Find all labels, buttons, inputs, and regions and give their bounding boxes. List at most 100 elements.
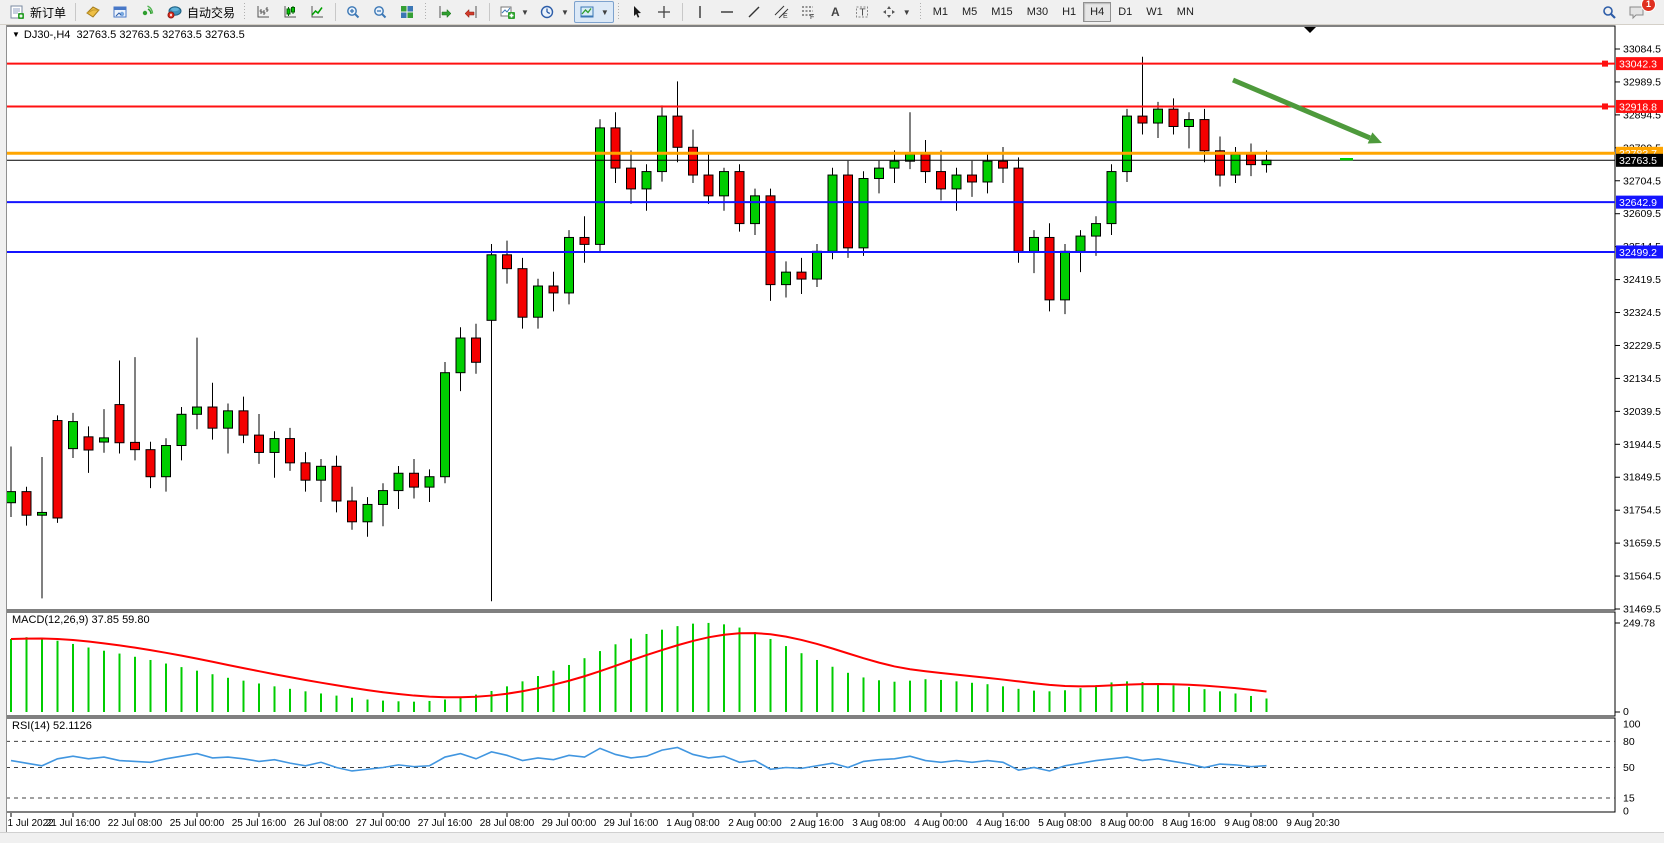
- text-tool-button[interactable]: A: [822, 1, 849, 23]
- signals-button[interactable]: [134, 1, 161, 23]
- chart-canvas[interactable]: 33084.532989.532894.532799.532704.532609…: [0, 25, 1664, 832]
- bear-candle: [796, 271, 807, 280]
- macd-bar: [242, 680, 245, 712]
- zoom-out-button[interactable]: [367, 1, 394, 23]
- new-order-button[interactable]: 新订单: [4, 1, 71, 24]
- timeframe-w1[interactable]: W1: [1146, 6, 1163, 18]
- separator: [75, 3, 77, 21]
- price-tag-32499.2[interactable]: 32499.2: [1616, 245, 1663, 259]
- main-chart-pane[interactable]: [5, 25, 1616, 611]
- macd-scale-min: 0: [1623, 706, 1629, 718]
- fibonacci-tool-button[interactable]: F: [795, 1, 822, 23]
- add-indicator-button[interactable]: ▼: [494, 1, 534, 23]
- arrow-head: [1367, 132, 1382, 144]
- macd-bar: [800, 653, 803, 712]
- price-tick-label: 31849.5: [1623, 472, 1661, 484]
- macd-title: MACD(12,26,9): [12, 614, 89, 626]
- hline-tool-button[interactable]: [714, 1, 741, 23]
- price-axis[interactable]: 33084.532989.532894.532799.532704.532609…: [1615, 44, 1661, 616]
- time-tick-label: 22 Jul 08:00: [108, 818, 163, 829]
- bar-chart-button[interactable]: [250, 1, 277, 23]
- trendline-tool-button[interactable]: [741, 1, 768, 23]
- macd-label: MACD(12,26,9) 37.85 59.80: [12, 614, 150, 626]
- bull-candle: [176, 413, 187, 447]
- bull-candle: [719, 171, 729, 197]
- timeframe-m1[interactable]: M1: [932, 6, 948, 18]
- rsi-value: 52.1126: [52, 720, 92, 732]
- chart-shift-button[interactable]: [458, 1, 485, 23]
- price-tag-32642.9[interactable]: 32642.9: [1616, 195, 1663, 209]
- macd-bar: [909, 680, 911, 712]
- chart-shift-marker[interactable]: [1304, 27, 1316, 33]
- bull-candle: [223, 410, 233, 429]
- auto-trading-button[interactable]: 自动交易: [161, 1, 240, 24]
- macd-bar: [475, 694, 477, 712]
- bear-candle: [130, 441, 140, 451]
- tile-windows-button[interactable]: [394, 1, 421, 23]
- price-tick-label: 31469.5: [1623, 604, 1661, 616]
- bear-candle: [207, 406, 218, 429]
- window-left-edge: [0, 25, 7, 832]
- dropdown-caret: ▼: [600, 7, 609, 17]
- bear-candle: [471, 337, 481, 363]
- svg-text:T: T: [859, 8, 865, 19]
- timeframe-d1[interactable]: D1: [1118, 6, 1133, 18]
- macd-bar: [738, 627, 741, 712]
- bull-candle: [378, 490, 388, 505]
- macd-bar: [1172, 685, 1175, 712]
- rsi-pane[interactable]: [5, 717, 1616, 813]
- timeframe-m15[interactable]: M15: [991, 6, 1013, 18]
- line-chart-button[interactable]: [304, 1, 331, 23]
- time-tick-label: 4 Aug 16:00: [976, 818, 1030, 829]
- timeframe-m5[interactable]: M5: [962, 6, 978, 18]
- macd-bar: [955, 681, 958, 712]
- chat-button[interactable]: 1: [1623, 0, 1656, 23]
- auto-scroll-button[interactable]: [431, 1, 458, 23]
- bear-candle: [688, 146, 698, 176]
- bear-candle: [21, 491, 32, 516]
- timeframe-mn[interactable]: MN: [1176, 6, 1194, 18]
- price-tag-33042.3[interactable]: 33042.3: [1616, 57, 1663, 70]
- price-tick-label: 32419.5: [1623, 274, 1661, 286]
- candle-chart-button[interactable]: [277, 1, 304, 23]
- market-watch-button[interactable]: [80, 1, 107, 23]
- bear-candle: [1246, 153, 1256, 166]
- channel-tool-button[interactable]: E: [768, 1, 795, 23]
- search-button[interactable]: [1596, 1, 1623, 23]
- cursor-tool-button[interactable]: [624, 1, 651, 23]
- price-tag-32763.5[interactable]: 32763.5: [1616, 153, 1663, 167]
- macd-bar: [428, 700, 431, 712]
- hline-handle[interactable]: [1602, 103, 1608, 110]
- macd-bar: [707, 622, 710, 712]
- price-tick-label: 31754.5: [1623, 505, 1661, 517]
- zoom-in-button[interactable]: [340, 1, 367, 23]
- svg-text:A: A: [831, 5, 840, 19]
- trend-arrow-annotation[interactable]: [1232, 77, 1382, 144]
- vline-tool-button[interactable]: [687, 1, 714, 23]
- bull-candle: [564, 236, 574, 294]
- timeframe-h4[interactable]: H4: [1083, 2, 1112, 22]
- arrows-tool-button[interactable]: ▼: [876, 1, 916, 23]
- macd-bar: [196, 670, 198, 712]
- timeframe-h1[interactable]: H1: [1062, 6, 1077, 18]
- crosshair-tool-button[interactable]: [651, 1, 678, 23]
- toolbar-grip: [424, 3, 429, 21]
- collapse-triangle-icon[interactable]: ▼: [12, 30, 20, 39]
- vertical-line-icon: [692, 4, 709, 20]
- price-tick-label: 32609.5: [1623, 208, 1661, 220]
- macd-bar: [862, 677, 865, 712]
- template-button[interactable]: ▼: [573, 1, 614, 23]
- text-label-tool-button[interactable]: T: [849, 1, 876, 23]
- bull-candle: [393, 472, 404, 492]
- data-window-button[interactable]: [107, 1, 134, 23]
- macd-pane[interactable]: [5, 611, 1616, 717]
- macd-bar: [1234, 693, 1237, 712]
- macd-bar: [490, 690, 493, 712]
- rsi-label: RSI(14) 52.1126: [12, 720, 92, 732]
- period-button[interactable]: ▼: [534, 1, 574, 23]
- macd-bar: [568, 664, 570, 712]
- hline-handle[interactable]: [1602, 60, 1608, 67]
- price-tag-32918.8[interactable]: 32918.8: [1616, 99, 1663, 113]
- timeframe-m30[interactable]: M30: [1026, 6, 1049, 18]
